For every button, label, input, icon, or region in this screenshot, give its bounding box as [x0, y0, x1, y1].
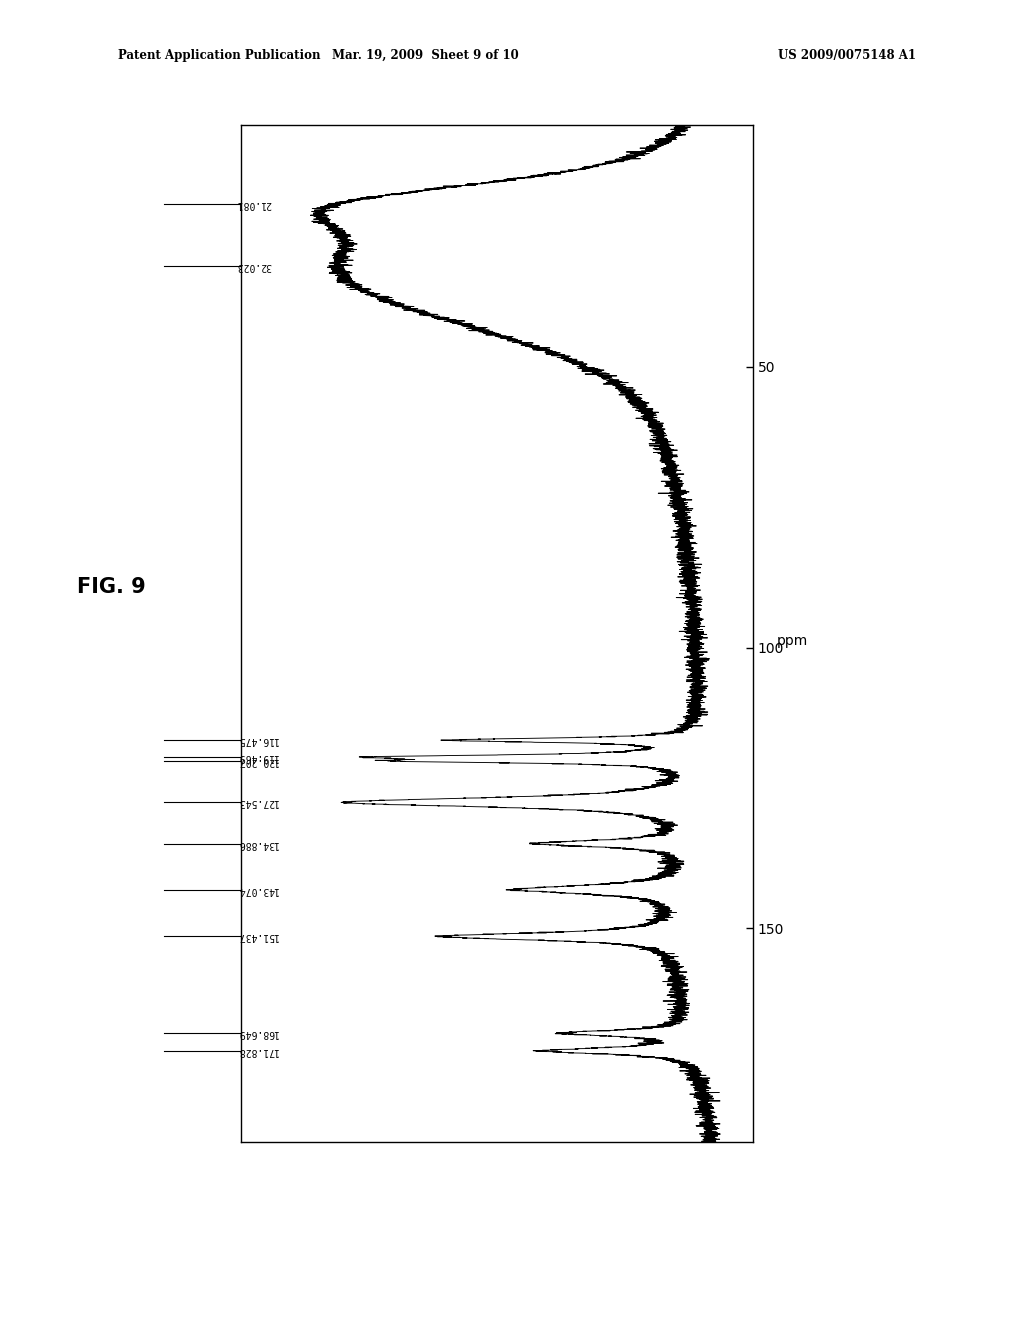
Text: 21.081: 21.081 — [237, 199, 271, 210]
Text: 134.886: 134.886 — [237, 838, 278, 849]
Text: Mar. 19, 2009  Sheet 9 of 10: Mar. 19, 2009 Sheet 9 of 10 — [332, 49, 518, 62]
Text: 168.649: 168.649 — [237, 1028, 278, 1038]
Text: 127.543: 127.543 — [237, 797, 278, 808]
Text: 116.475: 116.475 — [237, 735, 278, 746]
Text: 120.207: 120.207 — [237, 756, 278, 766]
Text: FIG. 9: FIG. 9 — [77, 577, 145, 598]
Text: 171.828: 171.828 — [237, 1045, 278, 1056]
Text: US 2009/0075148 A1: US 2009/0075148 A1 — [778, 49, 916, 62]
Text: 151.437: 151.437 — [237, 932, 278, 941]
Text: Patent Application Publication: Patent Application Publication — [118, 49, 321, 62]
Text: 32.023: 32.023 — [237, 261, 271, 271]
Text: 143.074: 143.074 — [237, 884, 278, 895]
Text: 119.469: 119.469 — [237, 752, 278, 762]
Y-axis label: ppm: ppm — [776, 634, 808, 648]
